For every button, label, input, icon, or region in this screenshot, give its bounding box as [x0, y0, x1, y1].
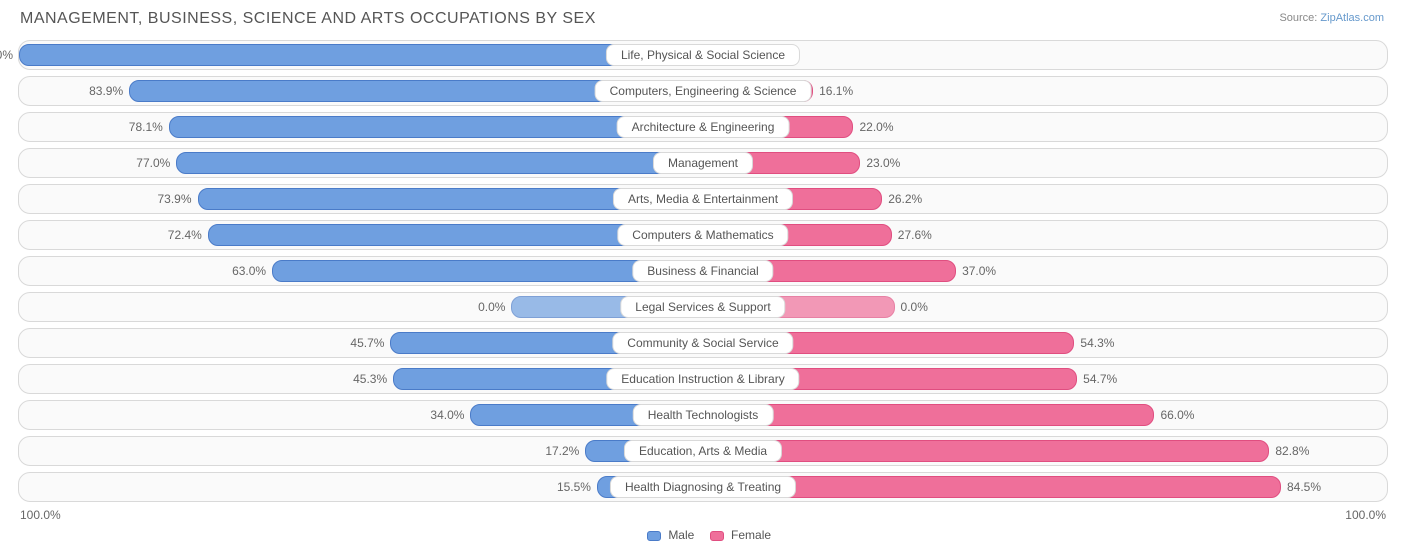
- value-label-male: 63.0%: [232, 264, 266, 278]
- legend-label-male: Male: [668, 528, 694, 542]
- legend: Male Female: [18, 528, 1388, 542]
- legend-swatch-male: [647, 531, 661, 541]
- value-label-female: 54.3%: [1080, 336, 1114, 350]
- category-label: Legal Services & Support: [620, 296, 785, 318]
- bar-female: [703, 440, 1269, 462]
- value-label-female: 66.0%: [1160, 408, 1194, 422]
- value-label-male: 72.4%: [168, 228, 202, 242]
- chart-row: Community & Social Service 45.7% 54.3%: [18, 328, 1388, 358]
- chart-row: Computers, Engineering & Science 83.9% 16.…: [18, 76, 1388, 106]
- chart-title: MANAGEMENT, BUSINESS, SCIENCE AND ARTS O…: [20, 10, 1388, 28]
- value-label-female: 82.8%: [1275, 444, 1309, 458]
- category-label: Business & Financial: [632, 260, 773, 282]
- category-label: Computers & Mathematics: [617, 224, 788, 246]
- bar-male: [19, 44, 703, 66]
- category-label: Community & Social Service: [612, 332, 793, 354]
- value-label-female: 22.0%: [859, 120, 893, 134]
- value-label-male: 73.9%: [158, 192, 192, 206]
- value-label-male: 15.5%: [557, 480, 591, 494]
- chart-row: Management 77.0% 23.0%: [18, 148, 1388, 178]
- source-value: ZipAtlas.com: [1320, 12, 1384, 24]
- value-label-female: 27.6%: [898, 228, 932, 242]
- chart-row: Computers & Mathematics 72.4% 27.6%: [18, 220, 1388, 250]
- legend-swatch-female: [710, 531, 724, 541]
- value-label-male: 83.9%: [89, 84, 123, 98]
- diverging-bar-chart: Life, Physical & Social Science100.0%0.0…: [18, 40, 1388, 502]
- value-label-female: 84.5%: [1287, 480, 1321, 494]
- value-label-male: 100.0%: [0, 48, 13, 62]
- value-label-male: 78.1%: [129, 120, 163, 134]
- value-label-male: 0.0%: [478, 300, 505, 314]
- category-label: Arts, Media & Entertainment: [613, 188, 793, 210]
- x-axis: 100.0% 100.0%: [18, 506, 1388, 526]
- chart-row: Business & Financial 63.0% 37.0%: [18, 256, 1388, 286]
- bar-male: [176, 152, 703, 174]
- category-label: Health Diagnosing & Treating: [610, 476, 796, 498]
- chart-row: Education Instruction & Library 45.3% 54.7…: [18, 364, 1388, 394]
- category-label: Life, Physical & Social Science: [606, 44, 800, 66]
- chart-row: Architecture & Engineering 78.1% 22.0%: [18, 112, 1388, 142]
- value-label-female: 16.1%: [819, 84, 853, 98]
- chart-row: Arts, Media & Entertainment 73.9% 26.2%: [18, 184, 1388, 214]
- value-label-female: 37.0%: [962, 264, 996, 278]
- chart-row: Life, Physical & Social Science100.0%0.0…: [18, 40, 1388, 70]
- source-label: Source:: [1279, 12, 1317, 24]
- chart-row: Legal Services & Support 0.0% 0.0%: [18, 292, 1388, 322]
- category-label: Computers, Engineering & Science: [595, 80, 812, 102]
- legend-label-female: Female: [731, 528, 771, 542]
- category-label: Education Instruction & Library: [606, 368, 799, 390]
- value-label-female: 54.7%: [1083, 372, 1117, 386]
- chart-row: Health Technologists 34.0% 66.0%: [18, 400, 1388, 430]
- source-attribution: Source: ZipAtlas.com: [1279, 12, 1384, 24]
- category-label: Education, Arts & Media: [624, 440, 782, 462]
- value-label-female: 26.2%: [888, 192, 922, 206]
- value-label-male: 77.0%: [136, 156, 170, 170]
- category-label: Management: [653, 152, 753, 174]
- value-label-male: 34.0%: [430, 408, 464, 422]
- chart-row: Health Diagnosing & Treating 15.5% 84.5%: [18, 472, 1388, 502]
- axis-right-label: 100.0%: [1345, 508, 1386, 522]
- value-label-female: 0.0%: [901, 300, 928, 314]
- category-label: Health Technologists: [633, 404, 774, 426]
- value-label-male: 17.2%: [545, 444, 579, 458]
- value-label-male: 45.3%: [353, 372, 387, 386]
- chart-row: Education, Arts & Media 17.2% 82.8%: [18, 436, 1388, 466]
- value-label-male: 45.7%: [350, 336, 384, 350]
- axis-left-label: 100.0%: [20, 508, 61, 522]
- value-label-female: 23.0%: [866, 156, 900, 170]
- category-label: Architecture & Engineering: [617, 116, 790, 138]
